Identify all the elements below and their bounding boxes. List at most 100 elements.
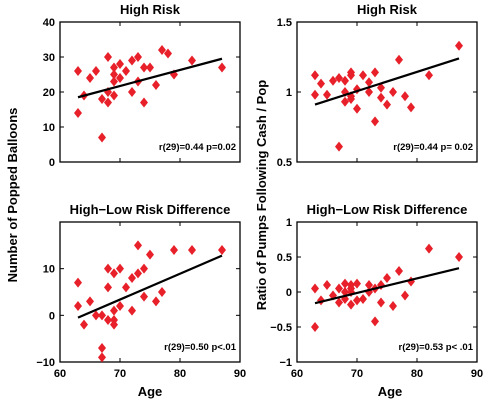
data-point xyxy=(104,52,112,62)
data-point xyxy=(152,296,160,307)
panel-title: High Risk xyxy=(357,2,418,17)
data-point xyxy=(341,75,349,86)
data-point xyxy=(74,277,82,288)
y-tick-label: 20 xyxy=(43,87,55,99)
data-point xyxy=(311,322,319,332)
data-point xyxy=(383,99,391,110)
fit-line xyxy=(77,254,223,319)
data-point xyxy=(377,82,385,93)
data-point xyxy=(188,245,196,255)
data-point xyxy=(146,249,154,260)
y-tick-label: 0.5 xyxy=(277,157,292,169)
data-point xyxy=(365,77,373,88)
data-point xyxy=(353,103,361,114)
data-point xyxy=(128,305,136,316)
data-point xyxy=(317,78,325,89)
data-point xyxy=(170,245,178,255)
data-point xyxy=(122,282,130,293)
figure-xlabel-left: Age xyxy=(138,384,163,399)
stat-annotation: r(29)=0.53 p< .01 xyxy=(399,342,474,353)
x-tick-label: 80 xyxy=(174,368,186,380)
y-tick-label: 0 xyxy=(49,157,55,169)
figure-ylabel-right: Ratio of Pumps Following Cash / Pop xyxy=(254,80,269,310)
fit-line xyxy=(314,267,460,305)
data-point xyxy=(365,87,373,97)
data-point xyxy=(110,62,118,73)
data-point xyxy=(74,66,82,76)
data-point xyxy=(359,70,367,81)
data-point xyxy=(311,89,319,100)
data-point xyxy=(371,116,379,127)
data-point xyxy=(353,295,361,306)
data-point xyxy=(323,89,331,100)
data-point xyxy=(383,273,391,283)
y-tick-label: 0.5 xyxy=(277,252,292,264)
data-point xyxy=(134,268,142,279)
data-point xyxy=(395,266,403,276)
data-point xyxy=(371,67,379,78)
x-tick-label: 70 xyxy=(114,368,126,380)
data-point xyxy=(146,62,154,73)
data-point xyxy=(74,301,82,311)
data-point xyxy=(98,310,106,321)
data-point xyxy=(365,280,373,290)
y-tick-label: 40 xyxy=(43,17,55,29)
data-point xyxy=(116,263,124,274)
data-point xyxy=(377,92,385,103)
data-point xyxy=(311,283,319,294)
panel-title: High−Low Risk Difference xyxy=(307,202,468,217)
fit-line xyxy=(77,57,223,99)
data-point xyxy=(86,296,94,307)
data-point xyxy=(110,76,118,87)
axes-frame xyxy=(296,21,478,163)
data-point xyxy=(335,297,343,308)
data-point xyxy=(116,301,124,311)
axes-frame xyxy=(296,221,478,363)
y-tick-label: −10 xyxy=(36,357,55,369)
data-point xyxy=(128,87,136,97)
figure-ylabel-left: Number of Popped Balloons xyxy=(5,108,20,283)
data-point xyxy=(401,91,409,102)
data-point xyxy=(140,291,148,302)
data-point xyxy=(122,66,130,76)
panel-3: High−Low Risk Difference 60 70 80 90 −10 0 10 r(… xyxy=(36,202,246,380)
x-tick-label: 70 xyxy=(351,368,363,380)
data-point xyxy=(347,67,355,78)
data-point xyxy=(377,297,385,308)
y-tick-label: −1 xyxy=(279,357,292,369)
y-tick-label: 0 xyxy=(286,287,292,299)
data-point xyxy=(218,62,226,73)
data-point xyxy=(323,280,331,290)
x-tick-label: 90 xyxy=(471,368,483,380)
stat-annotation: r(29)=0.44 p=0.02 xyxy=(159,142,236,153)
data-point xyxy=(98,352,106,363)
data-point xyxy=(311,70,319,81)
data-point xyxy=(140,97,148,108)
axes-frame xyxy=(59,221,241,363)
data-point xyxy=(341,278,349,289)
data-point xyxy=(134,240,142,251)
x-tick-label: 60 xyxy=(291,368,303,380)
data-point xyxy=(104,97,112,108)
data-point xyxy=(104,263,112,274)
y-tick-label: 1.5 xyxy=(277,17,292,29)
data-point xyxy=(407,102,415,113)
data-point xyxy=(188,55,196,66)
y-tick-label: −0.5 xyxy=(270,322,292,334)
data-point xyxy=(128,273,136,283)
data-point xyxy=(104,315,112,325)
data-point xyxy=(395,54,403,65)
data-point xyxy=(110,69,118,80)
data-point xyxy=(158,45,166,55)
data-point xyxy=(335,283,343,294)
data-point xyxy=(98,132,106,143)
x-tick-label: 80 xyxy=(411,368,423,380)
data-point xyxy=(92,66,100,76)
data-point xyxy=(341,96,349,107)
data-point xyxy=(389,301,397,311)
data-point xyxy=(110,319,118,330)
axes-frame xyxy=(59,21,241,163)
y-tick-label: 10 xyxy=(43,122,55,134)
data-point xyxy=(335,73,343,83)
data-point xyxy=(110,90,118,101)
